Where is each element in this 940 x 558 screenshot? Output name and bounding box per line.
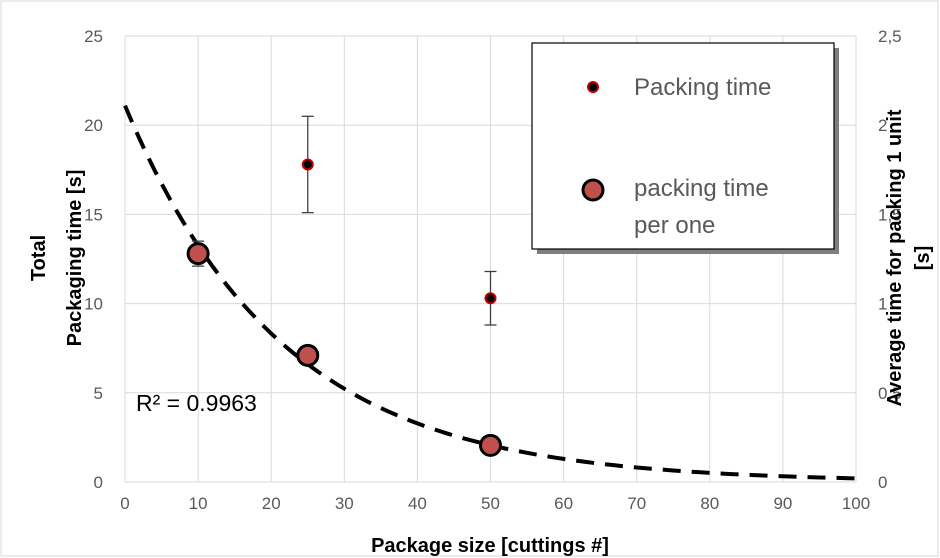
y-tick-label-4: 20 — [84, 116, 103, 135]
y-tick-label-5: 25 — [84, 27, 103, 46]
x-tick-label-2: 20 — [262, 494, 281, 513]
y-tick-labels: 0 5 10 15 20 25 — [84, 27, 103, 492]
x-tick-labels: 0 10 20 30 40 50 60 70 80 90 100 — [120, 494, 870, 513]
x-tick-label-3: 30 — [335, 494, 354, 513]
y2-tick-labels: 0 0,5 1 1,5 2 2,5 — [878, 27, 902, 492]
x-tick-label-1: 10 — [189, 494, 208, 513]
y2-tick-label-1: 0,5 — [878, 384, 902, 403]
y-axis-title-line1: Total — [28, 235, 50, 281]
x-axis-title: Package size [cuttings #] — [371, 535, 609, 557]
y2-tick-label-3: 1,5 — [878, 205, 902, 224]
r2-annotation: R² = 0.9963 — [136, 390, 257, 416]
y2-tick-label-2: 1 — [878, 295, 887, 314]
packing-time-per-one-point-0 — [186, 242, 210, 266]
y2-tick-label-5: 2,5 — [878, 27, 902, 46]
x-tick-label-8: 80 — [700, 494, 719, 513]
x-tick-label-7: 70 — [627, 494, 646, 513]
legend-label-packing-time: Packing time — [634, 74, 771, 101]
legend: Packing time packing time per one — [531, 42, 839, 254]
packing-time-point-1 — [301, 158, 314, 171]
y2-axis-title-line2: [s] — [912, 246, 934, 270]
packing-time-per-one-point-2 — [479, 433, 502, 457]
x-tick-label-0: 0 — [120, 494, 129, 513]
packing-time-point-2 — [484, 292, 497, 305]
packing-time-per-one-point-1 — [296, 343, 320, 367]
y-tick-label-3: 15 — [84, 205, 103, 224]
y2-axis-title-line1: Average time for packing 1 unit — [884, 109, 906, 406]
legend-box — [531, 42, 835, 250]
x-tick-label-5: 50 — [481, 494, 500, 513]
legend-marker-packing-time — [587, 81, 599, 93]
x-tick-label-9: 90 — [773, 494, 792, 513]
x-tick-label-4: 40 — [408, 494, 427, 513]
x-tick-label-6: 60 — [554, 494, 573, 513]
trendline — [123, 104, 857, 481]
y-tick-label-2: 10 — [84, 295, 103, 314]
y-tick-label-1: 5 — [94, 384, 103, 403]
series-packing-time-per-one — [186, 242, 502, 457]
x-tick-label-10: 100 — [842, 494, 870, 513]
y2-tick-label-0: 0 — [878, 473, 887, 492]
y-axis-title-line2: Packaging time [s] — [64, 170, 86, 347]
legend-label-packing-time-per-one-line2: per one — [634, 212, 715, 239]
y2-tick-label-4: 2 — [878, 116, 887, 135]
legend-marker-packing-time-per-one — [581, 178, 605, 202]
y-tick-label-0: 0 — [94, 473, 103, 492]
legend-label-packing-time-per-one-line1: packing time — [634, 175, 769, 202]
